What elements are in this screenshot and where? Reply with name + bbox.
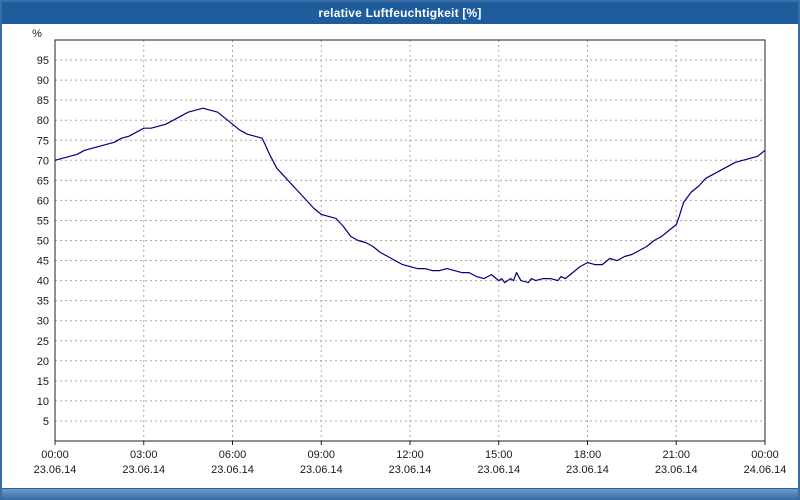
x-tick-time-label: 00:00 bbox=[41, 449, 69, 461]
y-tick-label: 95 bbox=[37, 55, 49, 67]
x-tick-date-label: 24.06.14 bbox=[744, 464, 787, 476]
plot-border bbox=[54, 39, 766, 442]
y-tick-label: 30 bbox=[37, 316, 49, 328]
y-tick-label: 70 bbox=[37, 155, 49, 167]
x-tick-date-label: 23.06.14 bbox=[122, 464, 165, 476]
x-tick-date-label: 23.06.14 bbox=[211, 464, 254, 476]
x-tick-date-label: 23.06.14 bbox=[566, 464, 609, 476]
y-tick-label: 90 bbox=[37, 75, 49, 87]
y-axis-unit-label: % bbox=[32, 28, 42, 40]
x-tick-time-label: 12:00 bbox=[396, 449, 424, 461]
y-tick-label: 25 bbox=[37, 336, 49, 348]
x-tick-time-label: 18:00 bbox=[574, 449, 602, 461]
y-tick-label: 15 bbox=[37, 376, 49, 388]
x-tick-time-label: 09:00 bbox=[307, 449, 335, 461]
title-bar: relative Luftfeuchtigkeit [%] bbox=[2, 2, 798, 24]
y-tick-label: 40 bbox=[37, 276, 49, 288]
y-tick-label: 35 bbox=[37, 296, 49, 308]
x-tick-time-label: 00:00 bbox=[751, 449, 779, 461]
y-tick-label: 50 bbox=[37, 236, 49, 248]
x-tick-date-label: 23.06.14 bbox=[389, 464, 432, 476]
x-tick-time-label: 21:00 bbox=[662, 449, 690, 461]
y-tick-label: 80 bbox=[37, 115, 49, 127]
x-tick-time-label: 03:00 bbox=[130, 449, 158, 461]
y-tick-label: 10 bbox=[37, 396, 49, 408]
y-tick-label: 85 bbox=[37, 95, 49, 107]
y-tick-label: 55 bbox=[37, 215, 49, 227]
y-tick-label: 20 bbox=[37, 356, 49, 368]
x-tick-date-label: 23.06.14 bbox=[655, 464, 698, 476]
chart-plot-area: 5 10 15 20 25 30 35 40 45 50 55 60 65 70 75 80 85 90 95 00:… bbox=[2, 24, 798, 488]
x-tick-date-label: 23.06.14 bbox=[477, 464, 520, 476]
y-tick-label: 5 bbox=[43, 416, 49, 428]
x-tick-date-label: 23.06.14 bbox=[300, 464, 343, 476]
y-tick-label: 65 bbox=[37, 175, 49, 187]
x-tick-date-label: 23.06.14 bbox=[34, 464, 77, 476]
x-tick-time-label: 15:00 bbox=[485, 449, 513, 461]
y-tick-label: 45 bbox=[37, 256, 49, 268]
y-tick-label: 60 bbox=[37, 195, 49, 207]
y-tick-label: 75 bbox=[37, 135, 49, 147]
humidity-chart: 5 10 15 20 25 30 35 40 45 50 55 60 65 70 75 80 85 90 95 00:… bbox=[32, 28, 787, 476]
bottom-scrollbar[interactable] bbox=[2, 488, 798, 498]
page-title: relative Luftfeuchtigkeit [%] bbox=[318, 6, 482, 20]
humidity-line bbox=[54, 107, 766, 284]
x-tick-time-label: 06:00 bbox=[219, 449, 247, 461]
